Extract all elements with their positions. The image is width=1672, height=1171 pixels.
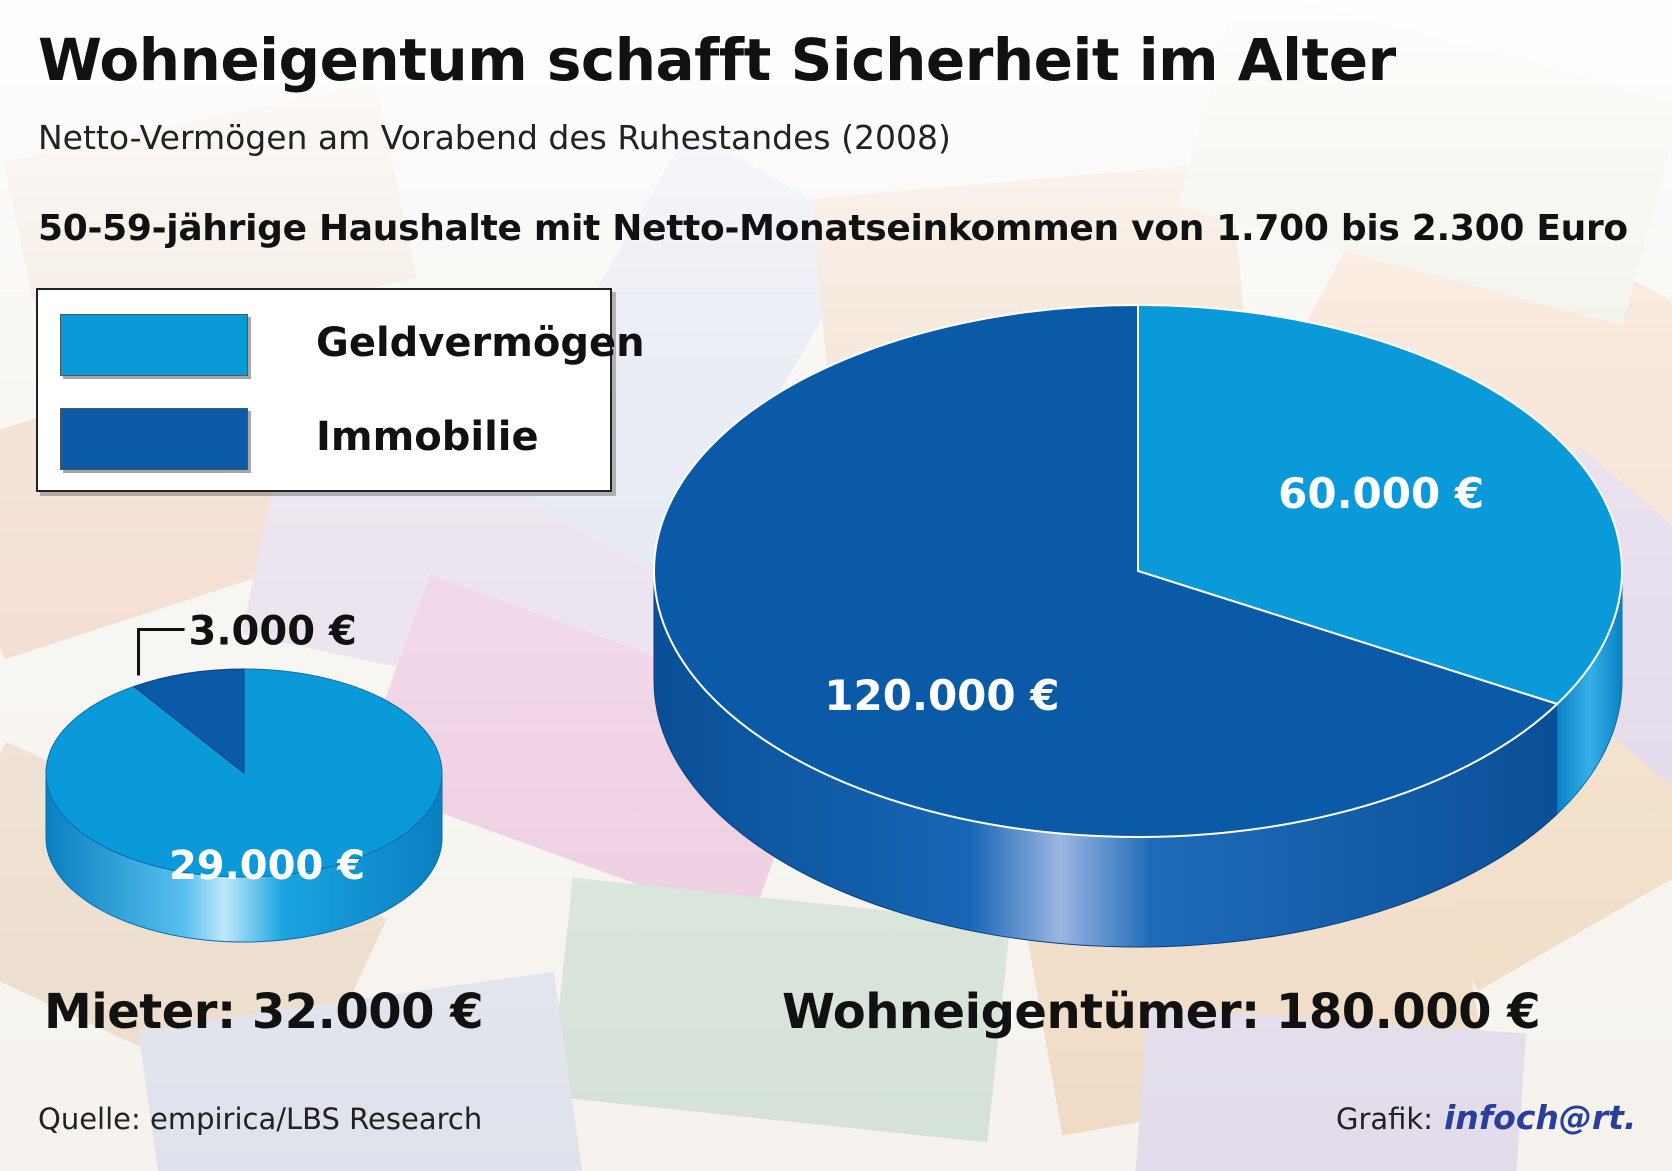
pie-mieter-slice-immobilie xyxy=(132,668,245,775)
legend-label-immobilie: Immobilie xyxy=(316,414,539,460)
pie-wohneigentuemer-title: Wohneigentümer: 180.000 € xyxy=(782,984,1541,1040)
pie-mieter: 29.000 € 3.000 € xyxy=(45,608,443,943)
chart-subtitle: Netto-Vermögen am Vorabend des Ruhestand… xyxy=(38,118,951,157)
pie-wohneigentuemer-slice-geldvermoegen xyxy=(1137,303,1624,706)
legend-swatch-immobilie xyxy=(60,408,248,470)
legend: Geldvermögen Immobilie xyxy=(36,288,645,492)
group-heading: 50-59-jährige Haushalte mit Netto-Monats… xyxy=(38,208,1628,249)
legend-label-geldvermoegen: Geldvermögen xyxy=(316,320,645,366)
chart-title: Wohneigentum schafft Sicherheit im Alter xyxy=(38,26,1396,94)
credit-label: Grafik: xyxy=(1336,1102,1433,1136)
pie-mieter-label-geldvermoegen: 29.000 € xyxy=(169,843,365,889)
legend-swatch-geldvermoegen xyxy=(60,314,248,376)
pie-mieter-leader-line xyxy=(137,627,185,676)
credit-logo: infoch@rt. xyxy=(1444,1098,1637,1137)
pie-mieter-title: Mieter: 32.000 € xyxy=(44,984,484,1040)
pie-wohneigentuemer-label-immobilie: 120.000 € xyxy=(824,671,1059,720)
pie-wohneigentuemer-label-geldvermoegen: 60.000 € xyxy=(1278,469,1484,518)
pie-wohneigentuemer: 60.000 € 120.000 € xyxy=(653,303,1624,948)
source-note: Quelle: empirica/LBS Research xyxy=(38,1102,483,1136)
pie-wohneigentuemer-slice-immobilie xyxy=(653,303,1560,838)
pie-mieter-label-immobilie: 3.000 € xyxy=(189,608,357,654)
